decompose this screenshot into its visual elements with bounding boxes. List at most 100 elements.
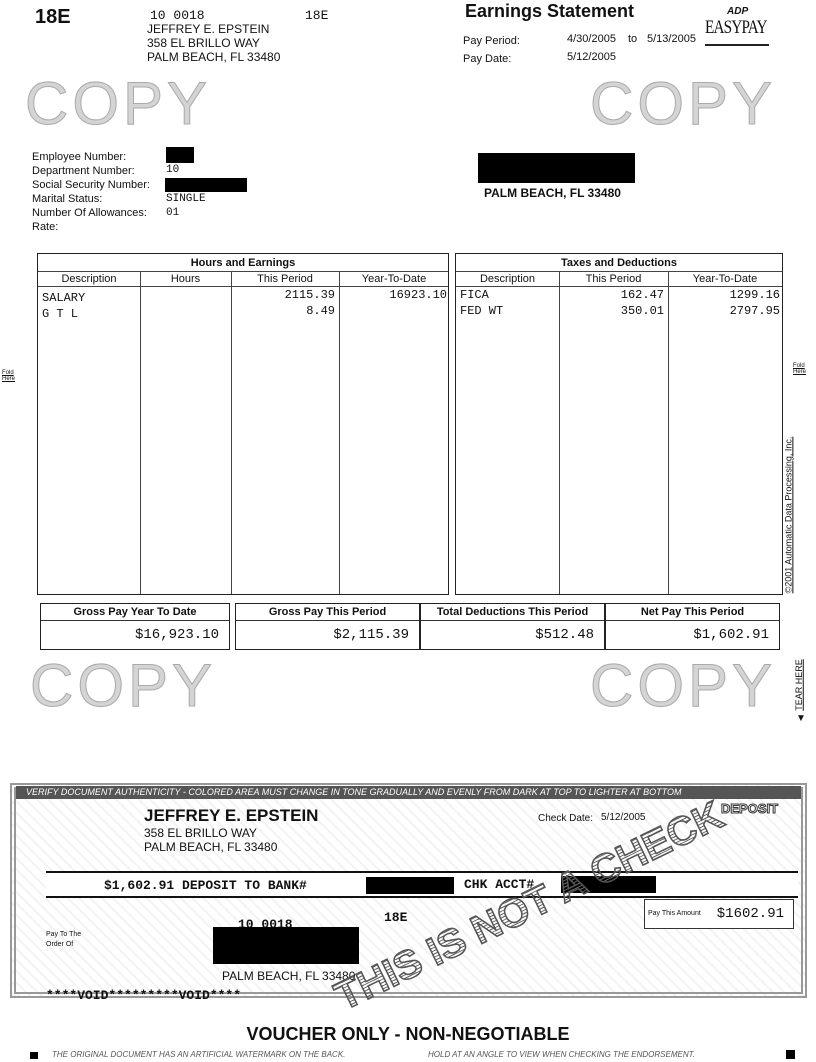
gross-ytd-label: Gross Pay Year To Date	[41, 604, 229, 621]
net-pay-label: Net Pay This Period	[606, 604, 779, 621]
pay-to-label: Pay To The Order Of	[46, 930, 81, 950]
address-line-1: 358 EL BRILLO WAY	[147, 36, 260, 50]
redacted-account-number	[561, 876, 656, 893]
taxes-title: Taxes and Deductions	[561, 257, 677, 269]
gross-ytd-value: $16,923.10	[134, 627, 219, 643]
department-number: 10	[166, 164, 180, 176]
row-ytd: 2797.95	[729, 304, 780, 318]
col-description: Description	[479, 273, 536, 285]
location-code: 18E	[35, 6, 71, 28]
pay-to-label-2: Order Of	[46, 941, 74, 948]
copy-watermark: COPY	[589, 652, 777, 719]
check-address-2: PALM BEACH, FL 33480	[144, 840, 278, 854]
fold-here-right: Fold Here	[793, 363, 807, 375]
rate-label: Rate:	[32, 221, 59, 233]
pay-amount-label: Pay This Amount	[648, 910, 701, 917]
net-pay-value: $1,602.91	[693, 627, 769, 643]
row-ytd: 16923.10	[389, 288, 447, 302]
pay-amount-box: Pay This Amount $1602.91	[644, 899, 794, 929]
row-this-period: 8.49	[306, 304, 335, 318]
allowances: 01	[166, 207, 180, 219]
col-description: Description	[61, 273, 117, 285]
payee-city: PALM BEACH, FL 33480	[222, 969, 356, 983]
marital-status-label: Marital Status:	[32, 193, 103, 205]
gross-period-label: Gross Pay This Period	[236, 604, 419, 621]
page-title: Earnings Statement	[465, 1, 635, 21]
row-description: FICA	[460, 288, 489, 302]
copy-watermark: COPY	[29, 652, 217, 719]
location-code-right: 18E	[305, 8, 329, 23]
hours-earnings-table: Hours and Earnings Description Hours Thi…	[37, 253, 449, 595]
deductions-label: Total Deductions This Period	[421, 604, 604, 621]
pay-date-label: Pay Date:	[463, 53, 512, 65]
check-location-code: 18E	[384, 910, 408, 925]
net-pay-box: Net Pay This Period $1,602.91	[605, 603, 780, 650]
earnings-title: Hours and Earnings	[190, 257, 296, 269]
col-hours: Hours	[170, 273, 201, 285]
check-address-1: 358 EL BRILLO WAY	[144, 826, 257, 840]
col-this-period: This Period	[257, 273, 313, 285]
marital-status: SINGLE	[166, 193, 206, 205]
pay-date: 5/12/2005	[567, 51, 616, 63]
copyright: ©2001 Automatic Data Processing, Inc.	[783, 436, 794, 594]
check-date: 5/12/2005	[601, 812, 646, 823]
deductions-box: Total Deductions This Period $512.48	[420, 603, 605, 650]
department-number-label: Department Number:	[32, 165, 135, 177]
fold-here-left: Fold Here	[2, 370, 16, 382]
marker-square	[786, 1050, 795, 1059]
pay-amount: $1602.91	[716, 906, 784, 922]
mailing-city: PALM BEACH, FL 33480	[484, 186, 621, 200]
row-description: FED WT	[460, 304, 504, 318]
row-description: G T L	[42, 307, 79, 321]
check-date-label: Check Date:	[538, 813, 594, 824]
taxes-deductions-table: Taxes and Deductions Description This Pe…	[455, 253, 783, 595]
redacted-payee-name	[213, 927, 359, 964]
address-line-2: PALM BEACH, FL 33480	[147, 50, 281, 64]
ssn-label: Social Security Number:	[32, 179, 150, 191]
deposit-line: $1,602.91 DEPOSIT TO BANK# CHK ACCT#	[46, 871, 798, 898]
footer-note-right: HOLD AT AN ANGLE TO VIEW WHEN CHECKING T…	[428, 1050, 695, 1059]
employee-number-label: Employee Number:	[32, 151, 127, 163]
marker-square	[30, 1052, 38, 1059]
redacted-bank-number	[366, 877, 454, 894]
deposit-label: DEPOSIT	[720, 801, 779, 817]
col-this-period: This Period	[585, 273, 642, 285]
row-this-period: 162.47	[620, 288, 664, 302]
allowances-label: Number Of Allowances:	[32, 207, 147, 219]
redacted-mailing-name	[478, 153, 635, 183]
check-voucher: VERIFY DOCUMENT AUTHENTICITY - COLORED A…	[10, 783, 807, 1003]
chk-acct-label: CHK ACCT#	[464, 877, 535, 892]
dept-employee-code: 10 0018	[150, 8, 205, 23]
adp-easypay-logo: ADP EASYPAY	[705, 6, 769, 46]
col-ytd: Year-To-Date	[692, 273, 758, 285]
redacted-ssn	[165, 178, 247, 192]
gross-period-box: Gross Pay This Period $2,115.39	[235, 603, 420, 650]
copy-watermark: COPY	[589, 70, 777, 137]
pay-period-label: Pay Period:	[463, 35, 520, 47]
gross-period-value: $2,115.39	[333, 627, 409, 643]
footer-note-left: THE ORIGINAL DOCUMENT HAS AN ARTIFICIAL …	[52, 1050, 346, 1059]
voucher-notice: VOUCHER ONLY - NON-NEGOTIABLE	[246, 1024, 570, 1044]
copy-watermark: COPY	[24, 70, 212, 137]
deposit-text: $1,602.91 DEPOSIT TO BANK#	[104, 878, 307, 893]
row-this-period: 350.01	[620, 304, 664, 318]
deductions-value: $512.48	[535, 627, 594, 643]
pay-to-label-1: Pay To The	[46, 931, 82, 938]
arrow-down-icon: ▼	[796, 713, 806, 724]
redacted-employee-number	[166, 147, 194, 163]
row-this-period: 2115.39	[284, 288, 335, 302]
gross-ytd-box: Gross Pay Year To Date $16,923.10	[40, 603, 230, 650]
pay-period-start: 4/30/2005	[567, 33, 616, 45]
tear-here: TEAR HERE	[793, 659, 804, 711]
employee-info-labels: Employee Number: Department Number: Soci…	[32, 150, 150, 234]
pay-period-to: to	[628, 33, 638, 45]
employee-address: JEFFREY E. EPSTEIN 358 EL BRILLO WAY PAL…	[147, 22, 280, 64]
pay-period-end: 5/13/2005	[647, 33, 696, 45]
employee-name: JEFFREY E. EPSTEIN	[147, 22, 270, 36]
row-description: SALARY	[42, 291, 86, 305]
authenticity-banner: VERIFY DOCUMENT AUTHENTICITY - COLORED A…	[16, 786, 801, 799]
col-ytd: Year-To-Date	[361, 273, 427, 285]
void-line: ****VOID*********VOID****	[46, 988, 242, 1003]
check-employee-name: JEFFREY E. EPSTEIN	[144, 806, 319, 825]
row-ytd: 1299.16	[729, 288, 780, 302]
